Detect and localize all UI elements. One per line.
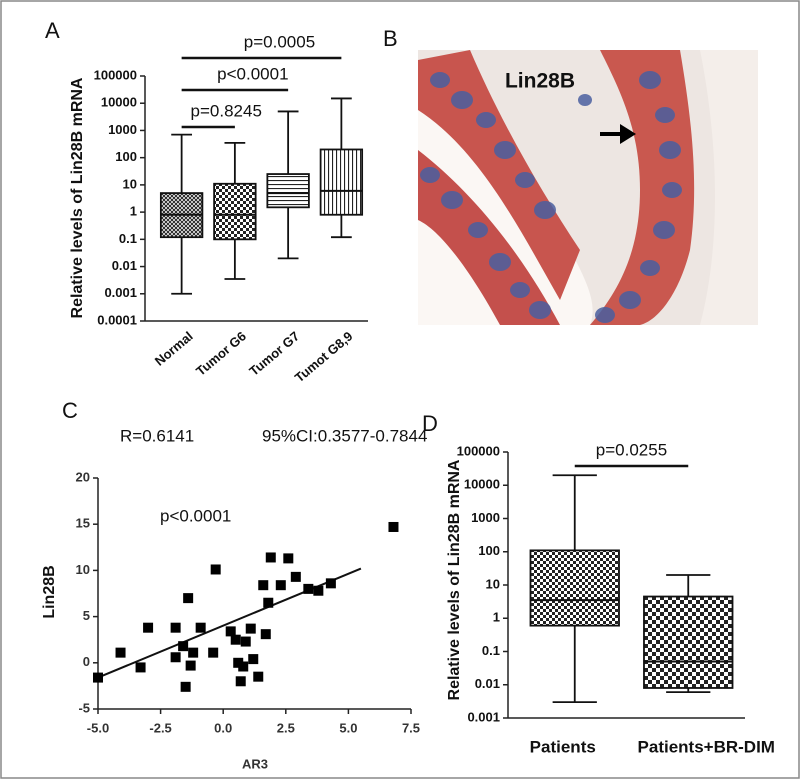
y-axis-label: Lin28B: [41, 565, 58, 618]
point: [313, 585, 324, 596]
annotation: p<0.0001: [160, 506, 231, 525]
point: [188, 647, 199, 658]
point: [248, 654, 259, 665]
point: [183, 593, 194, 604]
y-tick-label: 10: [123, 176, 137, 191]
y-tick-label: 10: [76, 562, 90, 577]
point: [170, 622, 181, 633]
annotation: R=0.6141: [120, 426, 194, 445]
point: [235, 676, 246, 687]
point: [325, 578, 336, 589]
point: [263, 597, 274, 608]
y-tick-label: 1: [493, 610, 500, 625]
y-tick-label: 1000: [471, 510, 500, 525]
point: [283, 553, 294, 564]
arrow: [600, 124, 636, 144]
y-tick-label: 100: [478, 543, 500, 558]
point: [93, 672, 103, 683]
point: [225, 626, 236, 637]
stain-label: Lin28B: [505, 70, 575, 93]
point: [230, 634, 241, 645]
x-tick-label: 7.5: [402, 720, 420, 735]
point: [210, 564, 221, 575]
point: [240, 636, 251, 647]
point: [245, 623, 256, 634]
point: [195, 622, 206, 633]
x-tick-label: Patients: [530, 737, 596, 756]
y-tick-label: 0.1: [482, 643, 500, 658]
p-value: p=0.8245: [191, 101, 262, 120]
point: [265, 552, 276, 563]
y-axis-label: Relative levels of Lin28B mRNA: [446, 459, 463, 700]
point: [135, 662, 146, 673]
point: [253, 671, 264, 682]
box: [643, 595, 734, 689]
y-tick-label: 5: [83, 608, 90, 623]
point: [180, 681, 191, 692]
y-tick-label: 100000: [94, 67, 137, 82]
point: [143, 622, 154, 633]
y-tick-label: 20: [76, 469, 90, 484]
y-tick-label: 1000: [108, 122, 137, 137]
y-tick-label: 100000: [457, 443, 500, 458]
y-tick-label: 0.01: [475, 676, 500, 691]
y-tick-label: 10000: [101, 95, 137, 110]
x-tick-label: 5.0: [339, 720, 357, 735]
box: [213, 182, 257, 241]
y-tick-label: 1: [130, 204, 137, 219]
point: [388, 521, 399, 532]
p-value: p=0.0005: [244, 32, 315, 51]
box: [266, 173, 310, 209]
point: [260, 629, 271, 640]
y-tick-label: 15: [76, 516, 90, 531]
point: [303, 583, 314, 594]
panel-letter: C: [62, 398, 78, 423]
point: [170, 652, 181, 663]
point: [115, 647, 126, 658]
box: [529, 549, 620, 627]
panel-letter: D: [422, 411, 438, 436]
x-tick-label: 0.0: [214, 720, 232, 735]
point: [208, 647, 219, 658]
point: [178, 641, 189, 652]
box: [319, 148, 364, 216]
point: [290, 571, 301, 582]
x-tick-label: -5.0: [87, 720, 109, 735]
x-tick-label: -2.5: [149, 720, 171, 735]
point: [275, 580, 286, 591]
panel-letter: B: [383, 26, 398, 51]
y-tick-label: 100: [115, 149, 137, 164]
x-tick-label: Patients+BR-DIM: [638, 737, 775, 756]
annotation: 95%CI:0.3577-0.7844: [262, 426, 427, 445]
y-tick-label: 0.01: [112, 258, 137, 273]
y-tick-label: 10: [486, 576, 500, 591]
panel-letter: A: [45, 18, 60, 43]
y-tick-label: -5: [78, 700, 90, 715]
x-axis-label: AR3: [242, 756, 268, 771]
micrograph: [418, 50, 758, 325]
y-axis-label: Relative levels of Lin28B mRNA: [69, 77, 86, 318]
y-tick-label: 0.001: [467, 709, 500, 724]
panel-b: B Lin28B: [383, 26, 758, 325]
p-value: p=0.0255: [596, 440, 667, 459]
y-tick-label: 0: [83, 654, 90, 669]
x-tick-label: 2.5: [277, 720, 295, 735]
point: [238, 661, 249, 672]
y-tick-label: 10000: [464, 477, 500, 492]
y-tick-label: 0.0001: [97, 312, 137, 327]
point: [233, 657, 244, 668]
y-tick-label: 0.1: [119, 231, 137, 246]
point: [185, 660, 196, 671]
y-tick-label: 0.001: [104, 285, 137, 300]
point: [258, 580, 269, 591]
p-value: p<0.0001: [217, 64, 288, 83]
